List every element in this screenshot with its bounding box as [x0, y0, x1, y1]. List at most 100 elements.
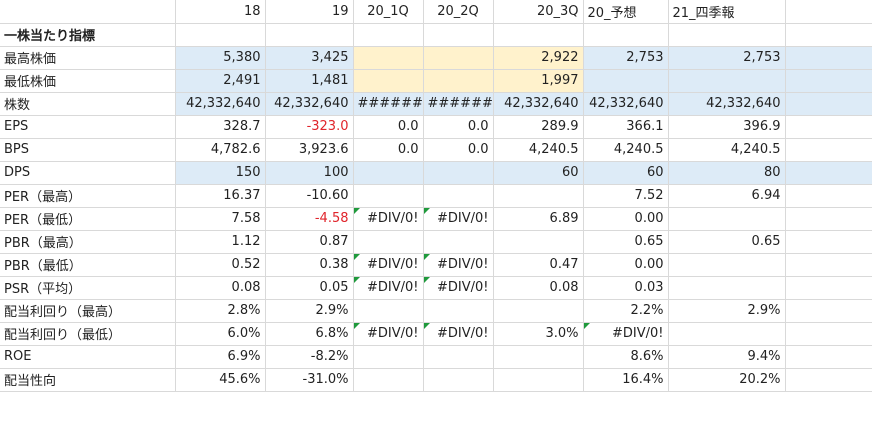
table-cell[interactable]: 2.9% [668, 299, 786, 323]
table-cell[interactable] [423, 368, 494, 392]
table-cell[interactable] [353, 230, 424, 254]
table-cell[interactable] [353, 345, 424, 369]
table-cell[interactable] [423, 46, 494, 70]
table-cell[interactable] [785, 184, 872, 208]
table-cell[interactable]: 0.65 [583, 230, 669, 254]
table-cell[interactable] [668, 23, 786, 47]
column-header[interactable] [0, 0, 176, 24]
table-cell[interactable]: 6.8% [265, 322, 354, 346]
table-cell[interactable]: 0.0 [353, 115, 424, 139]
table-cell[interactable] [785, 322, 872, 346]
table-cell[interactable] [353, 184, 424, 208]
table-cell[interactable] [353, 161, 424, 185]
table-cell[interactable] [668, 207, 786, 231]
table-cell[interactable]: 0.0 [353, 138, 424, 162]
table-cell[interactable]: 0.00 [583, 207, 669, 231]
table-cell[interactable]: #DIV/0! [423, 322, 494, 346]
column-header[interactable]: 19 [265, 0, 354, 24]
row-label[interactable]: BPS [0, 138, 176, 162]
table-cell[interactable]: 100 [265, 161, 354, 185]
table-cell[interactable]: #DIV/0! [423, 276, 494, 300]
table-cell[interactable]: 0.0 [423, 115, 494, 139]
table-cell[interactable] [423, 184, 494, 208]
table-cell[interactable]: 0.00 [583, 253, 669, 277]
table-cell[interactable]: 42,332,640 [668, 92, 786, 116]
table-cell[interactable] [423, 345, 494, 369]
table-cell[interactable]: 2.9% [265, 299, 354, 323]
table-cell[interactable]: 7.58 [175, 207, 266, 231]
table-cell[interactable]: 0.08 [493, 276, 584, 300]
table-cell[interactable]: #DIV/0! [423, 253, 494, 277]
table-cell[interactable] [785, 69, 872, 93]
table-cell[interactable] [785, 230, 872, 254]
row-label[interactable]: 配当利回り（最高） [0, 299, 176, 323]
table-cell[interactable] [785, 115, 872, 139]
table-cell[interactable]: #DIV/0! [423, 207, 494, 231]
table-cell[interactable]: 3.0% [493, 322, 584, 346]
row-label[interactable]: 最低株価 [0, 69, 176, 93]
table-cell[interactable]: 328.7 [175, 115, 266, 139]
table-cell[interactable]: 2,922 [493, 46, 584, 70]
table-cell[interactable] [785, 207, 872, 231]
row-label[interactable]: 一株当たり指標 [0, 23, 176, 47]
table-cell[interactable] [265, 23, 354, 47]
table-cell[interactable] [785, 46, 872, 70]
table-cell[interactable]: 4,240.5 [493, 138, 584, 162]
table-cell[interactable]: 0.38 [265, 253, 354, 277]
table-cell[interactable] [583, 69, 669, 93]
table-cell[interactable] [353, 23, 424, 47]
table-cell[interactable]: 3,425 [265, 46, 354, 70]
table-cell[interactable]: 9.4% [668, 345, 786, 369]
table-cell[interactable]: #DIV/0! [353, 322, 424, 346]
row-label[interactable]: EPS [0, 115, 176, 139]
table-cell[interactable]: 150 [175, 161, 266, 185]
table-cell[interactable] [785, 299, 872, 323]
table-cell[interactable]: 366.1 [583, 115, 669, 139]
table-cell[interactable]: 2.8% [175, 299, 266, 323]
table-cell[interactable]: 0.52 [175, 253, 266, 277]
table-cell[interactable] [668, 69, 786, 93]
table-cell[interactable]: 20.2% [668, 368, 786, 392]
column-header[interactable]: 20_1Q [353, 0, 424, 24]
table-cell[interactable] [423, 299, 494, 323]
table-cell[interactable] [785, 23, 872, 47]
table-cell[interactable]: 0.08 [175, 276, 266, 300]
table-cell[interactable]: #DIV/0! [353, 276, 424, 300]
column-header[interactable] [785, 0, 872, 24]
row-label[interactable]: PER（最低） [0, 207, 176, 231]
table-cell[interactable]: 2,753 [583, 46, 669, 70]
column-header[interactable]: 21_四季報 [668, 0, 786, 24]
table-cell[interactable] [668, 322, 786, 346]
table-cell[interactable]: 1,481 [265, 69, 354, 93]
table-cell[interactable]: 0.65 [668, 230, 786, 254]
table-cell[interactable]: -10.60 [265, 184, 354, 208]
table-cell[interactable] [353, 46, 424, 70]
table-cell[interactable]: 6.9% [175, 345, 266, 369]
table-cell[interactable] [353, 299, 424, 323]
row-label[interactable]: PBR（最高） [0, 230, 176, 254]
table-cell[interactable]: 8.6% [583, 345, 669, 369]
table-cell[interactable]: 4,240.5 [583, 138, 669, 162]
row-label[interactable]: 配当性向 [0, 368, 176, 392]
table-cell[interactable]: #DIV/0! [353, 207, 424, 231]
table-cell[interactable] [423, 23, 494, 47]
table-cell[interactable]: 45.6% [175, 368, 266, 392]
table-cell[interactable]: 42,332,640 [493, 92, 584, 116]
table-cell[interactable]: #DIV/0! [583, 322, 669, 346]
table-cell[interactable]: 289.9 [493, 115, 584, 139]
table-cell[interactable]: 2.2% [583, 299, 669, 323]
table-cell[interactable]: #DIV/0! [353, 253, 424, 277]
table-cell[interactable]: 16.4% [583, 368, 669, 392]
table-cell[interactable]: 0.05 [265, 276, 354, 300]
table-cell[interactable]: 396.9 [668, 115, 786, 139]
table-cell[interactable]: 5,380 [175, 46, 266, 70]
table-cell[interactable] [785, 138, 872, 162]
table-cell[interactable]: ####### [353, 92, 424, 116]
table-cell[interactable] [785, 345, 872, 369]
table-cell[interactable]: 3,923.6 [265, 138, 354, 162]
table-cell[interactable]: -31.0% [265, 368, 354, 392]
table-cell[interactable] [493, 368, 584, 392]
table-cell[interactable] [175, 23, 266, 47]
row-label[interactable]: PSR（平均） [0, 276, 176, 300]
column-header[interactable]: 20_3Q [493, 0, 584, 24]
